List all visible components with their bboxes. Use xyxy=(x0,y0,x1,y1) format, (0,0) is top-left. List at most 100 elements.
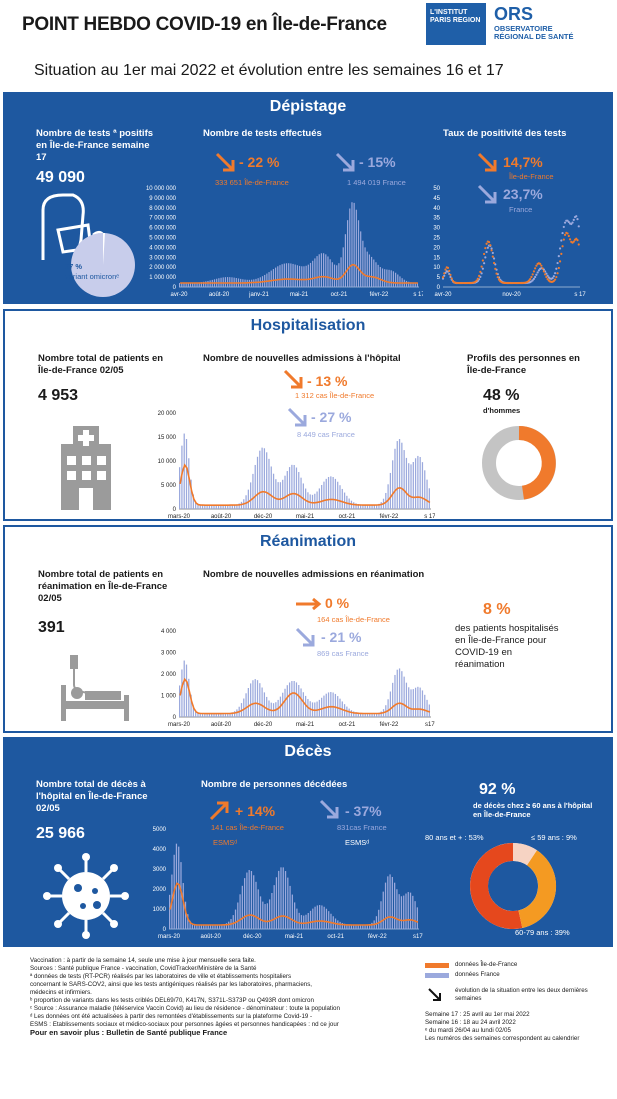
bar-france xyxy=(366,251,368,287)
bar-france xyxy=(321,484,323,509)
bar-france xyxy=(323,695,325,717)
bar-france xyxy=(419,457,421,509)
bar-france xyxy=(336,265,338,287)
y-tick-label: 2 000 xyxy=(161,672,177,678)
chart-tests-title: Nombre de tests effectués xyxy=(203,128,322,139)
bar-france xyxy=(284,688,286,717)
bar-france xyxy=(337,696,339,717)
point-idf xyxy=(567,234,570,238)
bar-france xyxy=(398,894,400,929)
point-idf xyxy=(558,260,562,263)
bar-france xyxy=(408,463,410,509)
y-tick-label: 4 000 xyxy=(161,629,177,635)
bar-france xyxy=(247,489,249,509)
bar-france xyxy=(366,505,369,509)
point-idf xyxy=(552,279,555,283)
bar-france xyxy=(316,256,318,287)
bar-france xyxy=(299,265,301,287)
y-tick-label: 30 xyxy=(433,226,440,232)
bar-france xyxy=(362,504,364,509)
bar-france xyxy=(216,924,218,929)
point-france xyxy=(577,225,580,228)
bar-france xyxy=(195,501,197,509)
y-tick-label: 10 000 000 xyxy=(146,186,177,192)
legend-idf: données Île-de-France xyxy=(455,961,518,968)
bar-france xyxy=(395,272,397,287)
bar-france xyxy=(294,264,296,287)
x-tick-label: déc-20 xyxy=(243,934,262,940)
bar-france xyxy=(302,483,304,509)
bar-france xyxy=(232,915,234,929)
bar-france xyxy=(414,687,417,717)
y-tick-label: 20 000 xyxy=(158,411,177,417)
bar-france xyxy=(300,477,302,509)
tests-chart: 10 000 000 9 000 000 8 000 000 7 000 000 6 0… xyxy=(146,186,423,298)
bar-france xyxy=(378,712,380,717)
legend-swatch-fr xyxy=(425,973,449,978)
x-tick-label: oct-21 xyxy=(327,934,344,940)
bar-france xyxy=(259,683,261,717)
bar-france xyxy=(303,915,305,929)
bar-france xyxy=(389,874,391,929)
bar-france xyxy=(181,669,183,717)
bar-france xyxy=(321,905,323,929)
bar-france xyxy=(318,488,321,509)
point-france xyxy=(575,215,578,218)
x-tick-label: août-20 xyxy=(211,722,232,728)
bar-france xyxy=(185,664,188,717)
bar-france xyxy=(199,505,201,509)
bar-france xyxy=(187,282,189,287)
bar-france xyxy=(348,708,350,717)
bar-france xyxy=(191,923,193,929)
bar-france xyxy=(318,699,321,717)
bar-france xyxy=(309,262,312,287)
point-france xyxy=(576,218,579,221)
bar-france xyxy=(294,902,296,929)
bar-france xyxy=(204,505,206,509)
more-link[interactable]: Pour en savoir plus : Bulletin de Santé … xyxy=(30,1028,228,1037)
bar-france xyxy=(305,914,307,929)
bar-france xyxy=(252,680,254,717)
page-subtitle: Situation au 1er mai 2022 et évolution e… xyxy=(34,62,504,79)
bar-france xyxy=(214,924,216,929)
bar-france xyxy=(283,263,285,287)
bar-france xyxy=(198,282,200,287)
point-france xyxy=(536,271,539,274)
bar-france xyxy=(291,464,293,509)
bar-france xyxy=(282,692,284,717)
share-label: des patients hospitalisés en Île-de-Fran… xyxy=(455,623,559,670)
bar-france xyxy=(387,699,389,717)
point-idf xyxy=(449,273,452,277)
bar-france xyxy=(410,282,412,287)
bar-france xyxy=(266,696,268,717)
bar-france xyxy=(290,263,292,287)
bar-france xyxy=(410,689,412,717)
bar-france xyxy=(269,899,271,929)
fr-change: - 27 % xyxy=(311,409,352,425)
bar-france xyxy=(185,439,188,509)
bar-france xyxy=(391,876,393,929)
bar-france xyxy=(259,450,261,509)
bar-france xyxy=(414,458,417,509)
point-france xyxy=(560,239,563,242)
point-idf xyxy=(562,238,565,241)
bar-france xyxy=(424,470,426,509)
bar-france xyxy=(192,494,195,509)
x-tick-label: déc-20 xyxy=(254,514,273,520)
point-idf xyxy=(545,275,548,279)
bar-france xyxy=(314,906,316,929)
bar-france xyxy=(219,924,221,929)
bar-france xyxy=(196,924,198,929)
bar-france xyxy=(286,685,288,717)
bar-france xyxy=(384,882,387,929)
bar-france xyxy=(284,871,287,929)
point-idf xyxy=(495,272,498,275)
arrow-right-orange-icon xyxy=(296,597,322,611)
y-tick-label: 0 xyxy=(173,285,177,291)
bar-france xyxy=(378,909,380,929)
bar-france xyxy=(266,452,268,509)
bar-france xyxy=(215,505,217,509)
icu-bed-icon xyxy=(61,655,129,721)
bar-france xyxy=(416,282,419,287)
bar-france xyxy=(353,711,355,717)
